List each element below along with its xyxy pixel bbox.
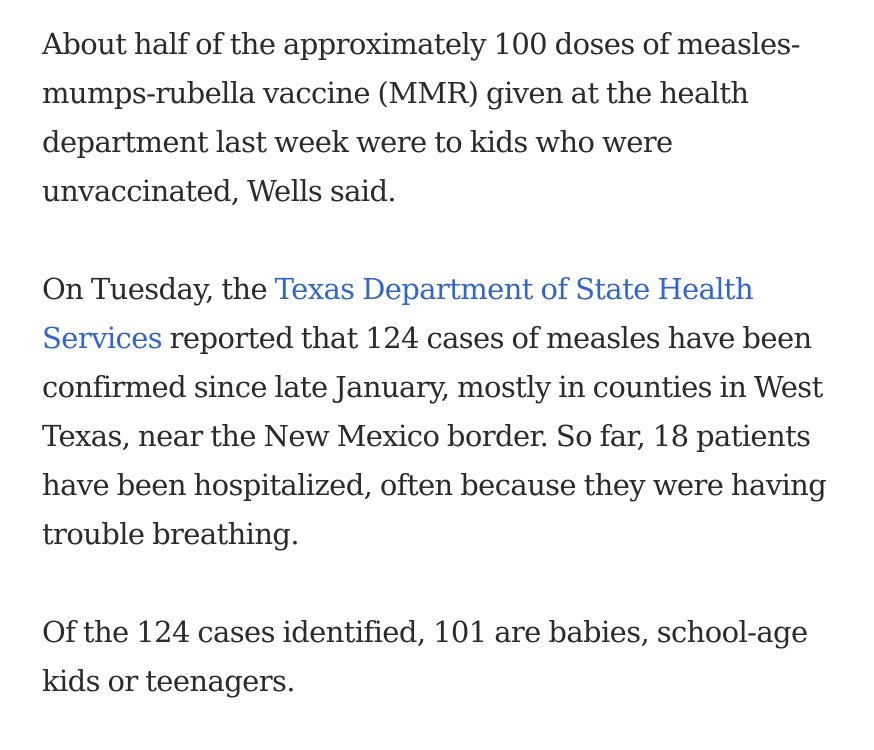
paragraph-vaccine-doses: About half of the approximately 100 dose… xyxy=(42,27,801,208)
paragraph-measles-cases-lead: On Tuesday, the xyxy=(42,272,275,306)
paragraph-cases-breakdown: Of the 124 cases identified, 101 are bab… xyxy=(42,615,808,698)
texas-dshs-link[interactable]: Texas Department of State Health Service… xyxy=(42,272,754,355)
paragraph-measles-cases: On Tuesday, the Texas Department of Stat… xyxy=(42,265,842,559)
article-body: About half of the approximately 100 dose… xyxy=(42,20,842,706)
paragraph-measles-cases-rest: reported that 124 cases of measles have … xyxy=(42,321,827,551)
